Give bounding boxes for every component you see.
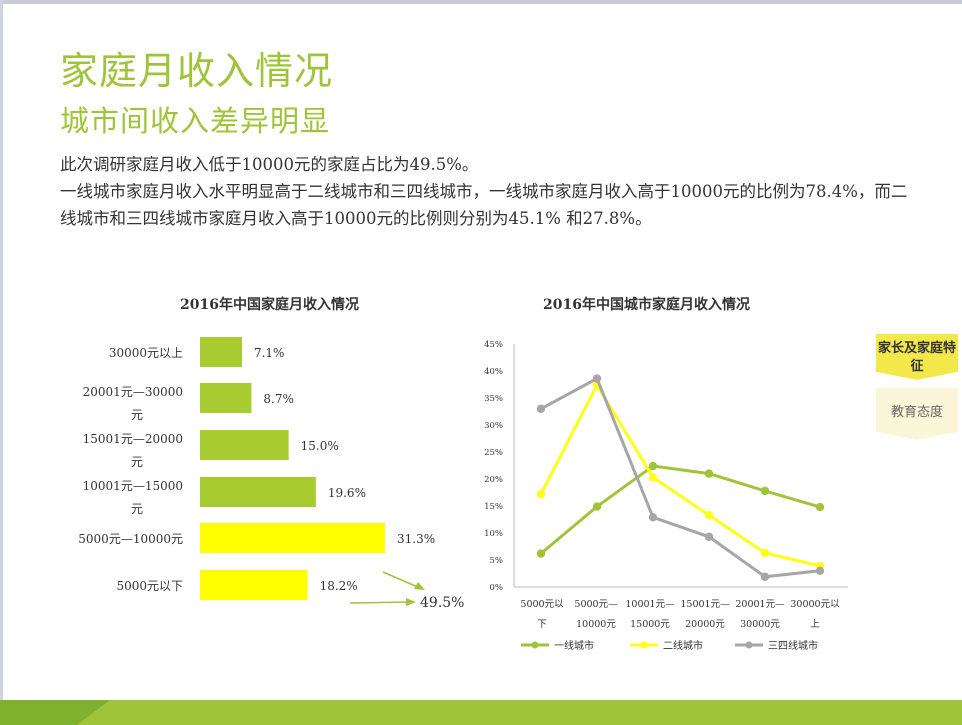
bar-category-label: 元	[131, 408, 143, 422]
y-tick-label: 40%	[484, 367, 503, 377]
bar-category-label: 元	[131, 502, 143, 516]
series-point	[704, 510, 714, 520]
legend-swatch-dot	[531, 641, 539, 649]
y-tick-label: 0%	[490, 583, 504, 593]
bar-category-label: 元	[131, 455, 143, 469]
line-chart-title: 2016年中国城市家庭月收入情况	[543, 297, 750, 313]
page-title: 家庭月收入情况	[60, 49, 334, 93]
top-rule	[0, 0, 962, 4]
legend-label: 一线城市	[554, 639, 594, 652]
bar-value-label: 31.3%	[397, 532, 435, 546]
x-tick-label: 30000元	[740, 619, 780, 630]
legend-label: 三四线城市	[768, 639, 818, 652]
x-tick-label: 上	[810, 619, 820, 630]
bar-category-label: 10001元—15000	[83, 479, 183, 493]
bracket-arrow-line	[382, 571, 421, 589]
bar-category-label: 20001元—30000	[83, 385, 183, 399]
x-tick-label: 10001元—	[625, 599, 675, 610]
x-tick-label: 下	[537, 619, 547, 630]
y-tick-label: 35%	[484, 394, 503, 404]
legend-swatch-dot	[640, 641, 648, 649]
y-tick-label: 15%	[484, 502, 503, 512]
y-tick-label: 45%	[484, 340, 503, 350]
legend-label: 二线城市	[663, 639, 703, 652]
series-point	[592, 374, 602, 383]
bar-category-label: 15001元—20000	[83, 432, 183, 446]
y-tick-label: 10%	[484, 529, 503, 539]
income-bar	[200, 523, 385, 553]
tab-education-attitude[interactable]: 教育态度	[876, 388, 958, 440]
bar-value-label: 8.7%	[263, 392, 294, 406]
y-tick-label: 30%	[484, 421, 503, 431]
series-line	[540, 377, 821, 579]
bracket-arrowhead	[414, 582, 425, 590]
series-point	[648, 513, 658, 522]
summary-paragraph-1: 此次调研家庭月收入低于10000元的家庭占比为49.5%。	[60, 155, 479, 174]
x-tick-label: 5000元以	[520, 599, 564, 610]
x-tick-label: 15000元	[630, 619, 670, 630]
series-point	[760, 572, 770, 581]
series-point	[592, 502, 602, 511]
bar-category-label: 30000元以上	[109, 346, 183, 360]
income-bar	[200, 570, 308, 600]
series-point	[704, 532, 714, 541]
x-tick-label: 10000元	[576, 619, 616, 630]
series-line	[539, 383, 821, 568]
series-line	[540, 464, 821, 555]
bar-value-label: 19.6%	[328, 486, 366, 500]
series-point	[648, 461, 658, 471]
income-bar	[200, 337, 242, 367]
left-rule	[0, 0, 3, 725]
x-tick-label: 20001元—	[735, 599, 785, 610]
bar-category-label: 5000元以下	[116, 579, 183, 593]
x-tick-label: 30000元以	[790, 599, 840, 610]
income-bar	[200, 477, 316, 507]
x-tick-label: 20000元	[685, 619, 725, 630]
bar-value-label: 7.1%	[254, 346, 284, 360]
summary-text: 此次调研家庭月收入低于10000元的家庭占比为49.5%。 一线城市家庭月收入水…	[60, 151, 920, 232]
bar-value-label: 15.0%	[301, 439, 339, 453]
y-tick-label: 20%	[484, 475, 503, 485]
y-tick-label: 25%	[484, 448, 503, 458]
y-tick-label: 5%	[490, 556, 504, 566]
bar-category-label: 5000元—10000元	[78, 532, 183, 546]
bottom-band	[0, 700, 962, 725]
page-subtitle: 城市间收入差异明显	[60, 104, 331, 138]
series-point	[536, 489, 546, 499]
summary-paragraph-2: 一线城市家庭月收入水平明显高于二线城市和三四线城市，一线城市家庭月收入高于100…	[60, 182, 908, 228]
x-tick-label: 5000元—	[574, 599, 618, 610]
tab-family-features[interactable]: 家长及家庭特征	[876, 334, 958, 380]
income-bar	[200, 383, 252, 413]
bar-chart-title: 2016年中国家庭月收入情况	[180, 297, 359, 313]
income-bar	[200, 430, 289, 460]
bar-annotation-total: 49.5%	[420, 595, 464, 611]
x-tick-label: 15001元—	[680, 599, 730, 610]
series-point	[815, 502, 825, 512]
bar-value-label: 18.2%	[320, 579, 358, 593]
series-point	[704, 469, 714, 478]
legend-swatch-dot	[745, 641, 753, 649]
series-point	[648, 473, 658, 482]
series-point	[536, 404, 546, 413]
bracket-arrowhead	[406, 598, 416, 606]
series-point	[760, 486, 770, 496]
series-point	[760, 548, 770, 558]
series-point	[536, 549, 546, 558]
bracket-arrow-line	[349, 601, 409, 604]
series-point	[815, 566, 825, 575]
